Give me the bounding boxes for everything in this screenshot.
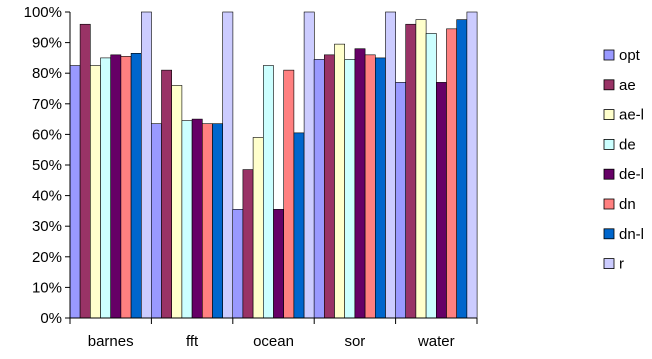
- legend-label-de: de: [619, 136, 636, 153]
- y-tick-label: 90%: [32, 35, 62, 52]
- bar-ae-ocean: [242, 169, 254, 319]
- legend-swatch-de-l: [603, 168, 615, 180]
- bar-de-l-sor: [354, 48, 366, 319]
- bar-de-barnes: [100, 57, 111, 319]
- bar-dn-l-barnes: [130, 53, 142, 319]
- bar-r-sor: [385, 11, 396, 319]
- legend-swatch-de: [603, 138, 615, 150]
- x-tick-label: water: [417, 333, 455, 350]
- bar-de-water: [425, 33, 437, 319]
- bar-dn-fft: [202, 123, 213, 319]
- bar-dn-sor: [364, 54, 376, 319]
- bar-ae-l-ocean: [252, 137, 264, 319]
- bar-r-fft: [222, 11, 234, 319]
- legend: opt ae ae-l de de-l dn dn-l r: [603, 47, 644, 273]
- bar-opt-sor: [313, 59, 325, 319]
- legend-label-r: r: [619, 256, 624, 273]
- bar-ae-barnes: [79, 23, 91, 319]
- bar-ae-l-barnes: [90, 65, 101, 319]
- legend-swatch-ae: [603, 79, 615, 91]
- y-tick-label: 50%: [32, 157, 62, 174]
- legend-label-ae-l: ae-l: [619, 107, 644, 124]
- legend-label-opt: opt: [619, 47, 641, 64]
- bar-ae-fft: [161, 69, 172, 319]
- bar-de-l-barnes: [110, 54, 122, 319]
- x-tick-label: sor: [344, 333, 365, 350]
- bar-ae-l-sor: [334, 43, 345, 319]
- legend-swatch-dn: [603, 198, 615, 210]
- legend-swatch-dn-l: [603, 228, 615, 240]
- bar-de-l-water: [435, 82, 447, 319]
- y-tick-label: 100%: [24, 4, 62, 21]
- y-tick-label: 60%: [32, 126, 62, 143]
- bar-de-l-fft: [191, 118, 203, 319]
- bar-dn-l-fft: [212, 123, 223, 319]
- bar-r-barnes: [141, 11, 152, 319]
- legend-label-dn: dn: [619, 196, 636, 213]
- legend-label-ae: ae: [619, 77, 636, 94]
- bar-dn-ocean: [283, 69, 295, 319]
- legend-swatch-r: [603, 258, 615, 270]
- bar-dn-water: [446, 28, 457, 319]
- y-tick-label: 30%: [32, 218, 62, 235]
- bar-opt-water: [395, 82, 406, 319]
- y-tick-label: 40%: [32, 188, 62, 205]
- legend-swatch-ae-l: [603, 109, 615, 120]
- bar-dn-barnes: [120, 56, 132, 319]
- bar-de-fft: [181, 120, 193, 319]
- legend-label-dn-l: dn-l: [619, 226, 644, 243]
- x-tick-label: ocean: [253, 333, 294, 350]
- bar-r-ocean: [303, 11, 315, 319]
- legend-swatch-opt: [603, 49, 615, 61]
- bar-ae-water: [405, 23, 417, 319]
- bar-dn-l-water: [456, 19, 468, 319]
- bar-dn-l-sor: [374, 57, 386, 319]
- y-tick-label: 10%: [32, 279, 62, 296]
- x-tick-label: barnes: [88, 333, 134, 350]
- y-tick-label: 20%: [32, 249, 62, 266]
- plot-area: [69, 11, 478, 319]
- bar-de-l-ocean: [273, 209, 284, 319]
- bar-dn-l-ocean: [293, 132, 305, 319]
- y-tick-label: 80%: [32, 65, 62, 82]
- y-tick-label: 70%: [32, 96, 62, 113]
- bar-ae-sor: [323, 54, 335, 319]
- x-tick-label: fft: [186, 333, 199, 350]
- axes: 0% 10% 20% 30% 40% 50% 60% 70% 80% 90% 100% barnes f…: [24, 4, 478, 350]
- bar-de-sor: [344, 59, 356, 319]
- bar-opt-ocean: [232, 209, 244, 319]
- bar-opt-barnes: [69, 65, 81, 319]
- y-tick-label: 0%: [40, 310, 62, 327]
- bar-r-water: [466, 11, 478, 319]
- bar-ae-l-fft: [171, 85, 183, 319]
- bar-de-ocean: [262, 65, 274, 319]
- bar-opt-fft: [151, 123, 162, 319]
- legend-label-de-l: de-l: [619, 166, 644, 183]
- bar-ae-l-water: [415, 19, 427, 319]
